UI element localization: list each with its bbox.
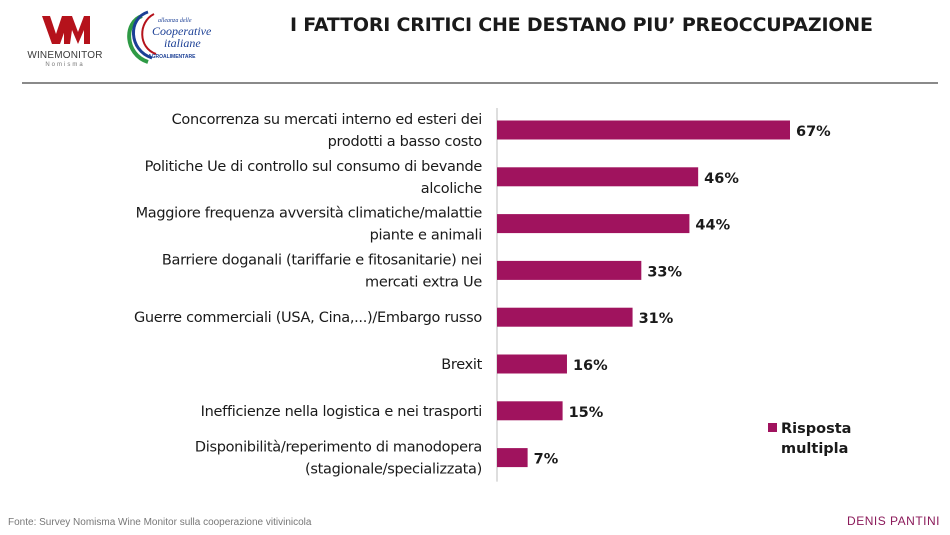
bar-4 [497, 260, 642, 280]
category-label-2-line-1: Politiche Ue di controllo sul consumo di… [145, 159, 483, 175]
legend-label-line-1: Risposta [781, 421, 851, 437]
category-label-4-line-2: mercati extra Ue [365, 274, 482, 290]
category-label-7-line-1: Inefficienze nella logistica e nei trasp… [201, 404, 482, 420]
category-label-6-line-1: Brexit [441, 357, 482, 373]
data-label-2: 46% [704, 171, 739, 187]
winemonitor-text: WINEMONITOR [27, 50, 103, 61]
cooperative-italiane-logo: alleanza delle Cooperative italiane AGRO… [122, 8, 212, 70]
winemonitor-mark-w [42, 16, 70, 44]
category-label-5-line-1: Guerre commerciali (USA, Cina,...)/Embar… [134, 310, 482, 326]
category-label-1-line-2: prodotti a basso costo [328, 134, 483, 150]
bar-3 [497, 214, 690, 234]
title-divider [22, 82, 938, 84]
category-label-1-line-1: Concorrenza su mercati interno ed esteri… [172, 112, 482, 128]
bar-1 [497, 120, 790, 140]
coop-swoosh-red [141, 13, 157, 55]
data-label-6: 16% [573, 358, 608, 374]
bar-8 [497, 448, 528, 468]
bar-6 [497, 354, 567, 374]
category-label-8-line-2: (stagionale/specializzata) [305, 462, 482, 478]
author-name: DENIS PANTINI [847, 514, 940, 528]
data-label-5: 31% [639, 311, 674, 327]
coop-swoosh-blue [132, 10, 153, 60]
source-note: Fonte: Survey Nomisma Wine Monitor sulla… [8, 517, 312, 528]
bar-2 [497, 167, 699, 187]
page-title: I FATTORI CRITICI CHE DESTANO PIU’ PREOC… [290, 14, 873, 36]
legend-label-line-2: multipla [781, 441, 848, 457]
data-label-1: 67% [796, 124, 831, 140]
bar-chart: 67% Concorrenza su mercati interno ed est… [134, 108, 851, 482]
winemonitor-logo: WINEMONITOR Nomisma [20, 12, 110, 68]
data-label-7: 15% [569, 405, 604, 421]
winemonitor-mark-icon [42, 16, 90, 44]
winemonitor-mark-m [64, 16, 90, 44]
category-label-8-line-1: Disponibilità/reperimento di manodopera [195, 440, 482, 456]
category-label-4-line-1: Barriere doganali (tariffarie e fitosani… [162, 252, 482, 268]
bar-7 [497, 401, 563, 421]
category-label-2-line-2: alcoliche [421, 181, 483, 197]
coop-line3: italiane [164, 36, 201, 50]
data-label-8: 7% [534, 452, 559, 468]
legend-swatch [768, 423, 777, 432]
coop-line2: Cooperative [152, 24, 212, 38]
data-label-3: 44% [695, 218, 730, 234]
data-label-4: 33% [647, 264, 682, 280]
coop-line4: AGROALIMENTARE [148, 54, 196, 60]
coop-line1: alleanza delle [158, 18, 192, 24]
category-label-3-line-1: Maggiore frequenza avversità climatiche/… [136, 206, 483, 222]
winemonitor-subtext: Nomisma [45, 62, 85, 68]
logos: WINEMONITOR Nomisma alleanza delle Coope… [20, 8, 220, 70]
bar-5 [497, 307, 633, 327]
category-label-3-line-2: piante e animali [370, 228, 482, 244]
